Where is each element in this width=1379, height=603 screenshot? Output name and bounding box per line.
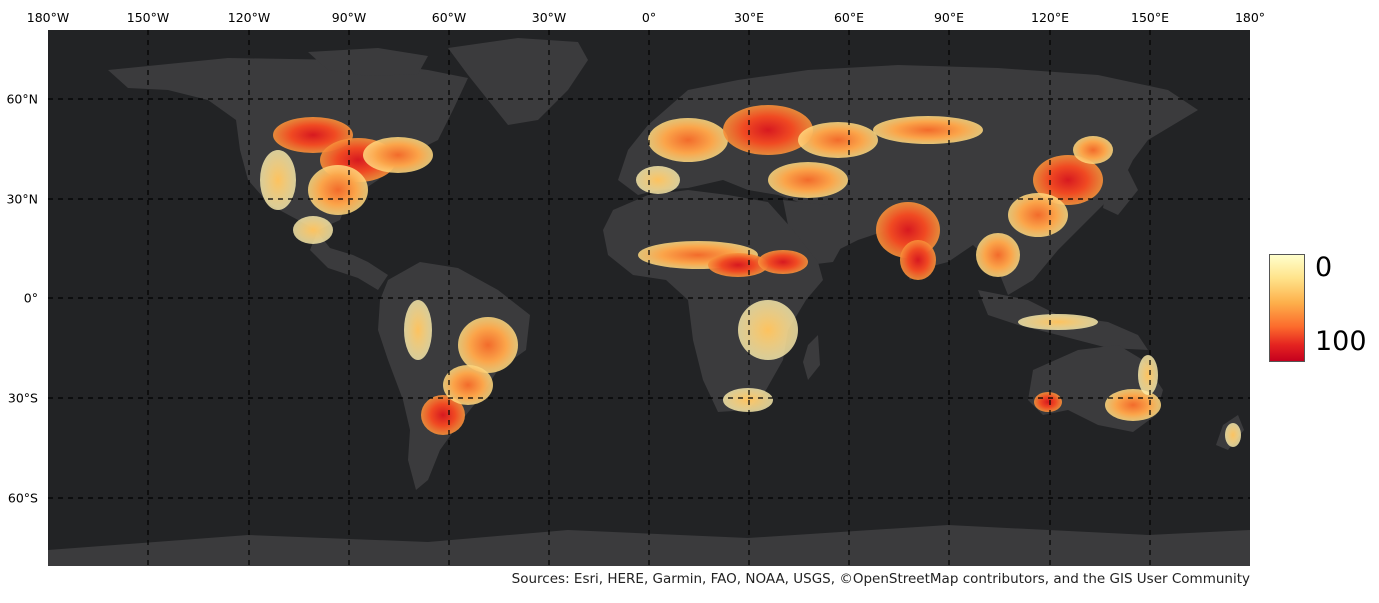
heat-patch xyxy=(308,165,368,215)
heat-patch xyxy=(363,137,433,173)
heat-patch xyxy=(443,365,493,405)
legend-min-label: 0 xyxy=(1315,252,1333,283)
heat-patch xyxy=(738,300,798,360)
lat-tick-label: 30°S xyxy=(7,390,38,406)
map-canvas xyxy=(48,30,1250,566)
lon-tick-label: 60°E xyxy=(833,10,865,25)
lon-tick-label: 90°E xyxy=(933,10,965,25)
heat-patch xyxy=(976,233,1020,277)
arctic-islands xyxy=(308,48,428,76)
heat-patch xyxy=(293,216,333,244)
lon-tick-label: 180° xyxy=(1234,10,1266,25)
heat-patch xyxy=(723,388,773,412)
heat-patch xyxy=(708,253,768,277)
legend-max-label: 100 xyxy=(1315,326,1367,357)
heat-patch xyxy=(458,317,518,373)
heat-patch xyxy=(1225,423,1241,447)
heat-patch xyxy=(758,250,808,274)
lat-tick-label: 60°S xyxy=(7,490,38,506)
heat-overlay xyxy=(260,105,1241,447)
graticule xyxy=(48,30,1250,566)
heat-patch xyxy=(1018,314,1098,330)
world-map xyxy=(48,30,1250,566)
lon-tick-label: 150°E xyxy=(1130,10,1170,25)
madagascar-landmass xyxy=(803,335,820,380)
lon-tick-label: 150°W xyxy=(126,10,170,25)
legend-color-ramp xyxy=(1269,254,1305,362)
antarctica-landmass xyxy=(48,525,1250,566)
lon-tick-label: 60°W xyxy=(431,10,467,25)
heat-patch xyxy=(636,166,680,194)
lat-tick-label: 30°N xyxy=(6,191,38,207)
heat-patch xyxy=(900,240,936,280)
heat-patch xyxy=(1138,355,1158,395)
greenland-landmass xyxy=(448,38,588,125)
lat-tick-label: 0° xyxy=(23,290,38,306)
japan-landmass xyxy=(1103,170,1138,215)
lon-tick-label: 30°W xyxy=(531,10,567,25)
map-attribution: Sources: Esri, HERE, Garmin, FAO, NOAA, … xyxy=(511,571,1250,587)
heat-patch xyxy=(873,116,983,144)
lat-tick-label: 60°N xyxy=(6,91,38,107)
heat-patch xyxy=(723,105,813,155)
lon-tick-label: 120°E xyxy=(1030,10,1070,25)
lon-tick-label: 180°W xyxy=(26,10,70,25)
heat-patch xyxy=(1105,389,1161,421)
heat-patch xyxy=(1034,392,1062,412)
heat-patch xyxy=(421,395,465,435)
heat-patch xyxy=(1008,193,1068,237)
heat-patch xyxy=(1073,136,1113,164)
heat-patch xyxy=(404,300,432,360)
heat-patch xyxy=(648,118,728,162)
heat-patch xyxy=(768,162,848,198)
heat-patch xyxy=(260,150,296,210)
lon-tick-label: 120°W xyxy=(227,10,271,25)
lon-tick-label: 90°W xyxy=(331,10,367,25)
lon-tick-label: 30°E xyxy=(733,10,765,25)
lon-tick-label: 0° xyxy=(641,10,657,25)
heat-patch xyxy=(798,122,878,158)
